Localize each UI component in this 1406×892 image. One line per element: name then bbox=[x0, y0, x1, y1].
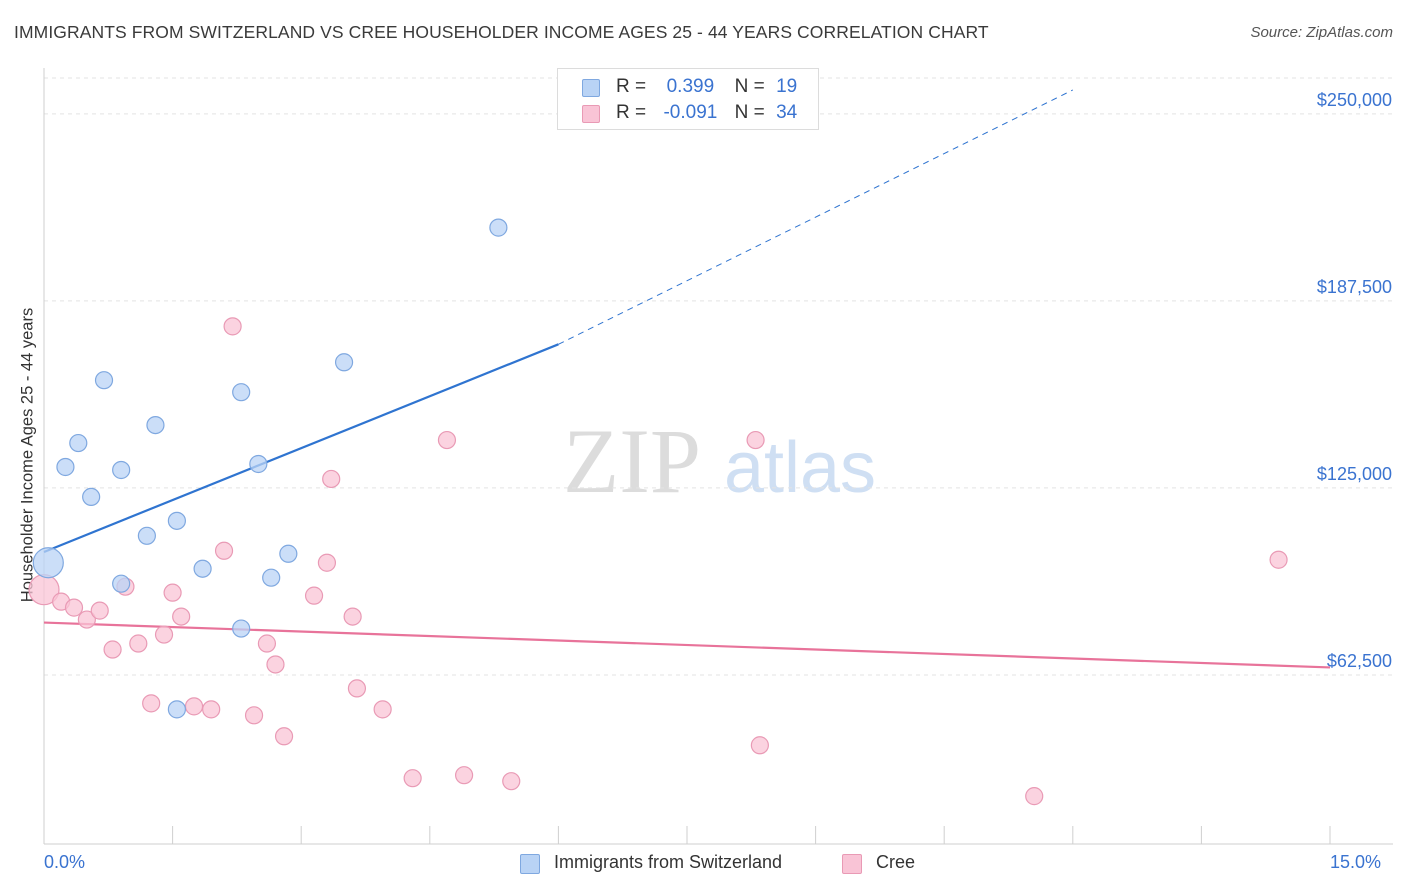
watermark: ZIP atlas bbox=[563, 410, 876, 512]
n-value: 19 bbox=[776, 76, 798, 97]
gridlines bbox=[44, 77, 1393, 676]
data-point-switzerland bbox=[112, 460, 131, 480]
data-point-cree bbox=[1269, 550, 1288, 569]
data-point-switzerland bbox=[262, 568, 281, 587]
blue-swatch bbox=[520, 854, 540, 874]
data-point-cree bbox=[274, 727, 294, 746]
n-label: N = bbox=[734, 76, 765, 97]
data-point-switzerland bbox=[193, 559, 212, 578]
data-point-switzerland bbox=[146, 415, 165, 435]
data-point-cree bbox=[142, 694, 161, 713]
data-point-switzerland bbox=[489, 218, 508, 237]
data-point-cree bbox=[154, 625, 174, 644]
y-tick-label: $187,500 bbox=[1317, 277, 1392, 297]
data-point-cree bbox=[223, 317, 242, 336]
data-points bbox=[28, 218, 1288, 806]
data-point-cree bbox=[750, 736, 769, 755]
r-label: R = bbox=[616, 76, 647, 97]
y-tick-label: $62,500 bbox=[1327, 651, 1392, 671]
data-point-switzerland bbox=[232, 619, 251, 638]
y-tick-label: $125,000 bbox=[1317, 464, 1392, 484]
watermark-zip: ZIP bbox=[563, 410, 701, 512]
data-point-cree bbox=[90, 601, 109, 620]
trend-line-cree bbox=[43, 621, 1331, 669]
source-label: Source: ZipAtlas.com bbox=[1250, 24, 1393, 41]
data-point-switzerland bbox=[167, 700, 186, 719]
data-point-cree bbox=[347, 679, 367, 698]
stats-legend: R = 0.399 N = 19 R = -0.091 N = 34 bbox=[557, 68, 819, 130]
x-tick-label-min: 0.0% bbox=[44, 852, 86, 872]
axes bbox=[43, 68, 1393, 845]
data-point-switzerland bbox=[69, 433, 88, 453]
data-point-cree bbox=[317, 553, 337, 572]
data-point-switzerland bbox=[82, 487, 101, 507]
blue-swatch bbox=[582, 79, 600, 97]
data-point-cree bbox=[244, 706, 264, 725]
data-point-cree bbox=[266, 655, 285, 674]
trend-lines bbox=[43, 89, 1331, 669]
data-point-cree bbox=[373, 700, 392, 719]
data-point-cree bbox=[257, 634, 277, 653]
data-point-cree bbox=[163, 583, 182, 602]
data-point-cree bbox=[1025, 787, 1044, 806]
data-point-switzerland bbox=[94, 371, 114, 390]
chart-title: IMMIGRANTS FROM SWITZERLAND VS CREE HOUS… bbox=[14, 22, 989, 42]
data-point-cree bbox=[454, 766, 474, 785]
data-point-cree bbox=[77, 610, 96, 629]
data-point-cree bbox=[746, 430, 765, 450]
data-point-cree bbox=[172, 607, 191, 626]
data-point-cree bbox=[202, 700, 221, 719]
r-label: R = bbox=[616, 102, 647, 123]
data-point-cree bbox=[214, 541, 234, 560]
data-point-switzerland bbox=[32, 547, 64, 579]
data-point-switzerland bbox=[334, 353, 354, 372]
data-point-switzerland bbox=[249, 454, 268, 474]
legend-label-switzerland: Immigrants from Switzerland bbox=[554, 852, 783, 872]
data-point-switzerland bbox=[232, 383, 251, 402]
y-tick-label: $250,000 bbox=[1317, 90, 1392, 110]
data-point-switzerland bbox=[56, 457, 75, 477]
data-point-cree bbox=[403, 769, 422, 788]
data-point-cree bbox=[129, 634, 148, 653]
n-label: N = bbox=[734, 102, 765, 123]
legend-label-cree: Cree bbox=[876, 852, 916, 872]
x-tick-label-max: 15.0% bbox=[1330, 852, 1382, 872]
data-point-cree bbox=[103, 640, 122, 659]
pink-swatch bbox=[842, 854, 862, 874]
pink-swatch bbox=[582, 105, 600, 123]
r-value: -0.091 bbox=[663, 102, 718, 123]
n-value: 34 bbox=[776, 102, 798, 123]
r-value: 0.399 bbox=[666, 76, 715, 97]
data-point-cree bbox=[322, 469, 341, 489]
y-tick-labels: $62,500 $125,000 $187,500 $250,000 bbox=[1317, 90, 1392, 671]
data-point-switzerland bbox=[137, 526, 156, 545]
data-point-cree bbox=[437, 430, 457, 450]
data-point-cree bbox=[304, 586, 324, 605]
data-point-cree bbox=[502, 772, 521, 791]
data-point-cree bbox=[343, 607, 362, 626]
trend-line-switzerland bbox=[43, 343, 559, 553]
data-point-switzerland bbox=[279, 544, 298, 563]
data-point-cree bbox=[64, 598, 84, 617]
trend-line-switzerland-extension bbox=[558, 89, 1074, 345]
data-point-switzerland bbox=[112, 574, 131, 593]
data-point-switzerland bbox=[167, 511, 186, 530]
data-point-cree bbox=[184, 697, 204, 716]
